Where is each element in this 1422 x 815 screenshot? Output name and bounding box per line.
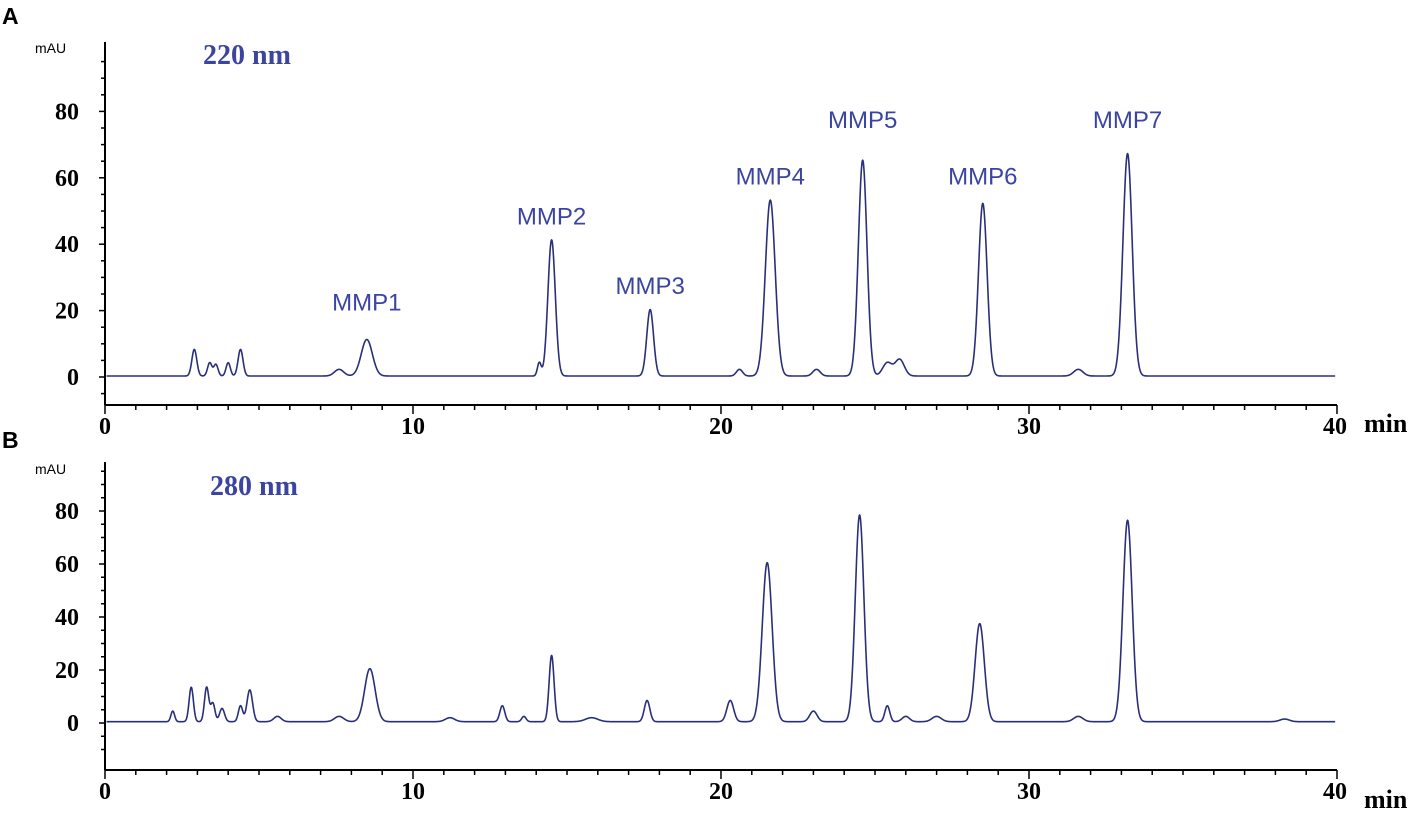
x-tick-label: 10 xyxy=(401,779,425,805)
chromatogram-trace xyxy=(106,152,1336,377)
wavelength-label: 220 nm xyxy=(203,40,291,71)
trace-layer xyxy=(106,514,1336,723)
x-tick-label: 0 xyxy=(99,414,111,440)
y-tick-label: 60 xyxy=(55,552,79,578)
peak-label: MMP5 xyxy=(828,107,897,134)
chromatogram-panel-a: A mAU 220 nm min 0 20 40 60 80 0 10 20 30 40 MMP1… xyxy=(2,3,1408,440)
x-tick-label: 30 xyxy=(1017,779,1041,805)
y-tick-label: 40 xyxy=(55,605,79,631)
x-tick-label: 20 xyxy=(709,779,733,805)
y-tick-label: 40 xyxy=(55,232,79,258)
peak-label: MMP6 xyxy=(948,163,1017,190)
x-tick-label: 40 xyxy=(1323,414,1347,440)
peak-label: MMP7 xyxy=(1093,107,1162,134)
chromatogram-panel-b: B mAU 280 nm min 0 20 40 60 80 0 10 20 30 40 xyxy=(2,427,1408,814)
axes: 0 20 40 60 80 0 10 20 30 40 xyxy=(55,42,1347,440)
chromatogram-trace xyxy=(106,514,1336,723)
y-tick-label: 80 xyxy=(55,499,79,525)
peak-label: MMP2 xyxy=(517,203,586,230)
y-tick-label: 20 xyxy=(55,658,79,684)
y-tick-label: 20 xyxy=(55,299,79,325)
y-axis-unit: mAU xyxy=(35,461,66,477)
x-tick-label: 0 xyxy=(99,779,111,805)
panel-letter: B xyxy=(2,427,19,453)
y-tick-label: 0 xyxy=(67,365,79,391)
peak-label: MMP4 xyxy=(736,163,805,190)
x-axis-unit: min xyxy=(1364,409,1408,438)
y-axis-unit: mAU xyxy=(35,40,66,56)
wavelength-label: 280 nm xyxy=(210,471,298,502)
axes: 0 20 40 60 80 0 10 20 30 40 xyxy=(55,462,1347,805)
x-axis-unit: min xyxy=(1364,785,1408,814)
peak-labels: MMP1 MMP2 MMP3 MMP4 MMP5 MMP6 MMP7 xyxy=(332,107,1162,317)
x-tick-label: 30 xyxy=(1017,414,1041,440)
x-tick-label: 20 xyxy=(709,414,733,440)
panel-letter: A xyxy=(2,3,19,29)
y-tick-label: 60 xyxy=(55,166,79,192)
peak-label: MMP1 xyxy=(332,290,401,317)
y-tick-label: 80 xyxy=(55,99,79,125)
x-tick-label: 10 xyxy=(401,414,425,440)
y-tick-label: 0 xyxy=(67,711,79,737)
trace-layer xyxy=(106,152,1336,377)
peak-label: MMP3 xyxy=(615,273,684,300)
x-tick-label: 40 xyxy=(1323,779,1347,805)
